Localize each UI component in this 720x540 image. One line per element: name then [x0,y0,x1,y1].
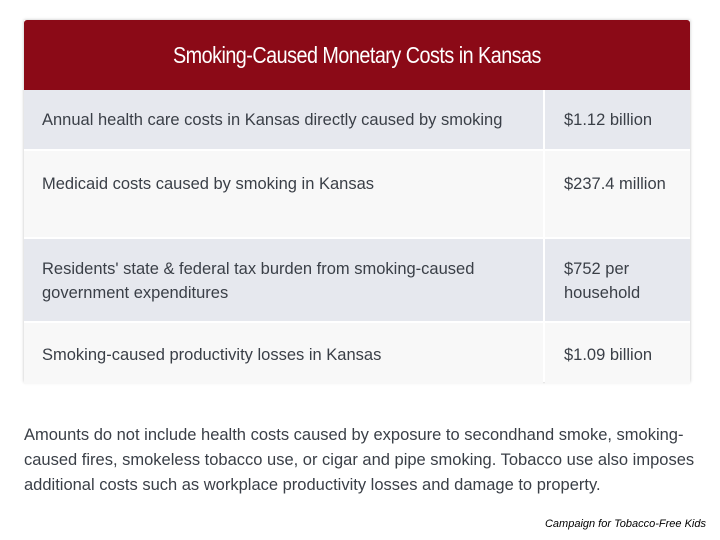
footnote-text: Amounts do not include health costs caus… [24,425,695,494]
table-header: Smoking-Caused Monetary Costs in Kansas [24,20,690,90]
table-title: Smoking-Caused Monetary Costs in Kansas [173,41,541,68]
table-row: Medicaid costs caused by smoking in Kans… [24,149,690,237]
table-row: Smoking-caused productivity losses in Ka… [24,321,690,384]
row-value: $237.4 million [545,151,690,237]
row-value: $752 per household [545,239,690,321]
row-description: Medicaid costs caused by smoking in Kans… [24,151,543,237]
row-description: Smoking-caused productivity losses in Ka… [24,323,543,384]
costs-table-card: Smoking-Caused Monetary Costs in Kansas … [24,20,690,384]
source-credit: Campaign for Tobacco-Free Kids [544,518,706,530]
table-row: Residents' state & federal tax burden fr… [24,237,690,321]
row-description: Residents' state & federal tax burden fr… [24,239,543,321]
row-description: Annual health care costs in Kansas direc… [24,90,543,149]
row-value: $1.09 billion [545,323,690,384]
table-body: Annual health care costs in Kansas direc… [24,90,690,384]
table-row: Annual health care costs in Kansas direc… [24,90,690,149]
row-value: $1.12 billion [545,90,690,149]
